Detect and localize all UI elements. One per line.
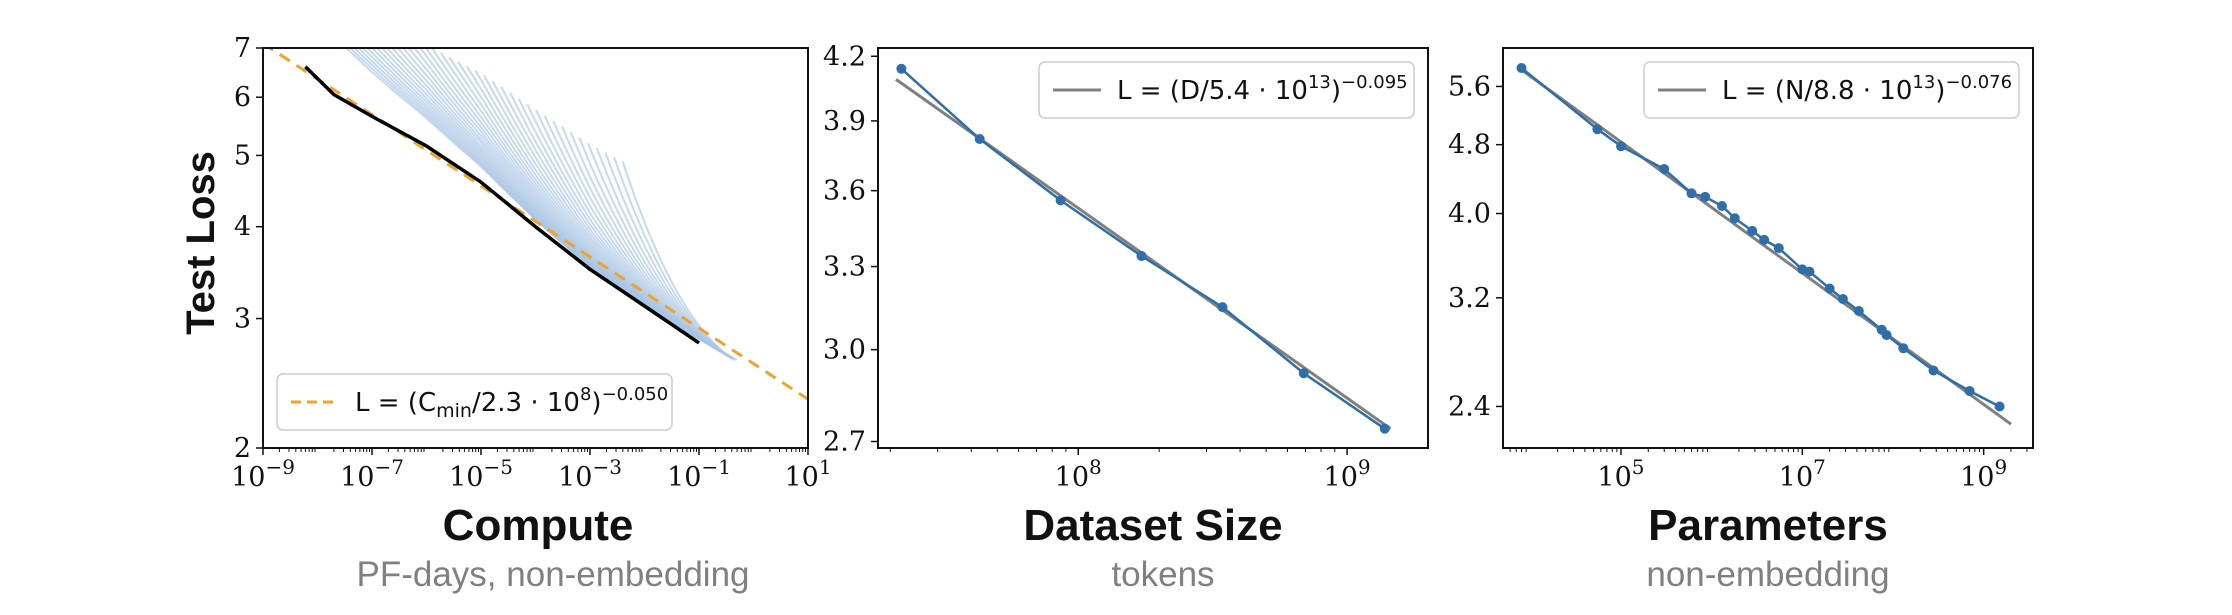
y-tick-label: 3.2	[1448, 283, 1491, 314]
data-point	[1136, 251, 1147, 261]
legend-box	[1643, 61, 2020, 119]
data-point	[1729, 213, 1740, 224]
parameters-x-title: Parameters	[1648, 501, 1888, 550]
x-tick-label: 10−7	[340, 455, 404, 493]
data-point	[1824, 283, 1835, 294]
y-tick-label: 3.6	[823, 176, 866, 207]
y-tick-label: 6	[234, 82, 251, 113]
y-tick-label: 4.2	[823, 41, 866, 72]
y-tick-label: 3.3	[823, 252, 866, 283]
fit-line	[267, 48, 808, 401]
data-point	[1217, 302, 1228, 313]
x-tick-label: 108	[1055, 455, 1102, 493]
y-tick-label: 2.4	[1448, 391, 1491, 422]
data-point	[974, 134, 985, 144]
y-axis-label: Test Loss	[179, 151, 223, 335]
data-point	[1055, 195, 1066, 206]
data-point	[1773, 243, 1784, 254]
compute-x-title: Compute	[443, 501, 634, 550]
plot-frame	[877, 47, 1429, 449]
x-tick-label: 109	[1324, 455, 1371, 493]
compute-panel: 2 3 4 5 6 7 10−9 10−7 10−5 10−3 10−1 101 L = (Cmin/2…	[231, 33, 831, 493]
data-point	[1298, 368, 1309, 379]
legend: L = (Cmin/2.3 · 108)−0.050	[276, 373, 673, 431]
x-tick-label: 10−9	[231, 455, 295, 493]
data-point	[1759, 234, 1770, 245]
fit-line	[1520, 68, 2012, 426]
y-tick-label: 7	[234, 33, 251, 64]
y-tick-label: 3.0	[823, 335, 866, 366]
data-point	[1747, 225, 1758, 236]
y-tick-label: 5	[234, 140, 251, 171]
plot-frame	[262, 47, 809, 449]
y-tick-label: 3.9	[823, 106, 866, 137]
y-tick-label: 3	[234, 304, 251, 335]
plot-frame	[1502, 47, 2034, 449]
parameters-x-subtitle: non-embedding	[1646, 555, 1889, 594]
x-tick-label: 107	[1779, 455, 1826, 493]
data-point	[1592, 124, 1603, 135]
data-line	[1520, 67, 2001, 408]
frontier-line	[304, 65, 700, 345]
y-tick-label: 4	[234, 212, 251, 243]
plot-area	[895, 63, 1392, 434]
legend-label: L = (N/8.8 · 1013)−0.076	[1722, 72, 2012, 106]
y-tick-label: 2	[234, 433, 251, 464]
legend: L = (D/5.4 · 1013)−0.095	[1038, 61, 1415, 119]
parameters-panel: 2.4 3.2 4.0 4.8 5.6 105 107 109 L = (N/8.8 · 101…	[1448, 47, 2034, 493]
data-point	[1804, 266, 1815, 277]
x-tick-label: 109	[1960, 455, 2007, 493]
plot-area	[1516, 63, 2012, 426]
data-point	[1379, 423, 1390, 434]
run-curve	[621, 161, 738, 361]
legend-label: L = (Cmin/2.3 · 108)−0.050	[355, 384, 668, 422]
legend: L = (N/8.8 · 1013)−0.076	[1643, 61, 2020, 119]
plot-area	[267, 48, 808, 401]
data-point	[1837, 294, 1848, 304]
y-tick-label: 2.7	[823, 427, 866, 458]
x-tick-label: 10−5	[449, 455, 513, 493]
data-point	[1881, 330, 1892, 340]
data-point	[1686, 188, 1697, 199]
data-point	[1928, 365, 1939, 376]
data-point	[1717, 201, 1727, 211]
data-point	[1616, 141, 1626, 152]
dataset-x-subtitle: tokens	[1111, 555, 1214, 594]
data-point	[896, 63, 907, 74]
legend-label: L = (D/5.4 · 1013)−0.095	[1117, 72, 1408, 106]
data-point	[1994, 401, 2005, 412]
data-point	[1898, 343, 1909, 354]
data-point	[1853, 306, 1864, 316]
dataset-x-title: Dataset Size	[1023, 501, 1282, 550]
x-tick-label: 10−1	[667, 455, 731, 493]
x-tick-label: 105	[1597, 455, 1644, 493]
y-tick-label: 4.8	[1448, 130, 1491, 161]
dataset-panel: 2.7 3.0 3.3 3.6 3.9 4.2 108 109 L = (D/5.4 · 101…	[823, 41, 1429, 493]
compute-x-subtitle: PF-days, non-embedding	[357, 555, 750, 594]
data-point	[1700, 191, 1711, 202]
legend-box	[276, 373, 673, 431]
data-point	[1964, 386, 1975, 396]
data-point	[1516, 63, 1527, 73]
data-point	[1659, 164, 1670, 174]
x-tick-label: 101	[784, 455, 831, 493]
y-tick-label: 4.0	[1448, 199, 1491, 230]
legend-box	[1038, 61, 1415, 119]
x-tick-label: 10−3	[558, 455, 622, 493]
y-tick-label: 5.6	[1448, 71, 1491, 102]
